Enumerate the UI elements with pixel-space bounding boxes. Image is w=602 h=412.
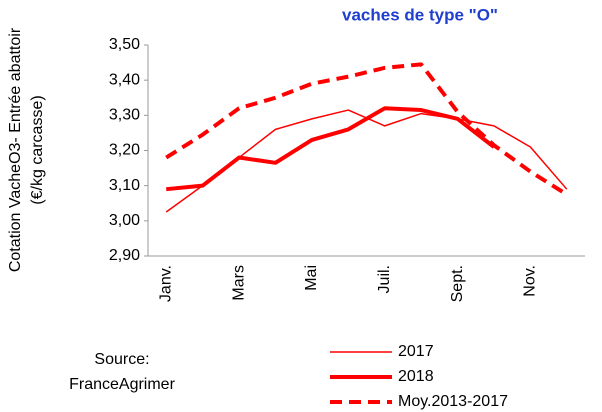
y-tick-label: 3,30 [109,107,140,124]
x-tick-label: Juil. [376,265,393,293]
chart-title: vaches de type "O" [342,5,498,24]
x-tick-label: Sept. [449,265,466,302]
x-tick-label: Mai [303,265,320,291]
x-tick-label: Mars [230,265,247,301]
y-axis-label: (€/kg carcasse) [29,95,46,204]
y-tick-label: 2,90 [109,247,140,264]
y-tick-label: 3,10 [109,177,140,194]
y-tick-label: 3,50 [109,36,140,53]
x-tick-label: Janv. [157,265,174,302]
series-line [166,106,496,192]
source-note: Source: [94,351,149,368]
y-tick-label: 3,20 [109,142,140,159]
series-line [165,109,568,213]
legend-label: Moy.2013-2017 [398,393,508,410]
source-note: FranceAgrimer [69,376,175,393]
y-tick-label: 3,40 [109,71,140,88]
y-axis-label: Cotation VacheO3- Entrée abattoir [7,27,24,272]
y-tick-label: 3,00 [109,212,140,229]
x-tick-label: Nov. [522,265,539,297]
legend-label: 2017 [398,343,434,360]
series-line [165,62,568,197]
legend-label: 2018 [398,368,434,385]
